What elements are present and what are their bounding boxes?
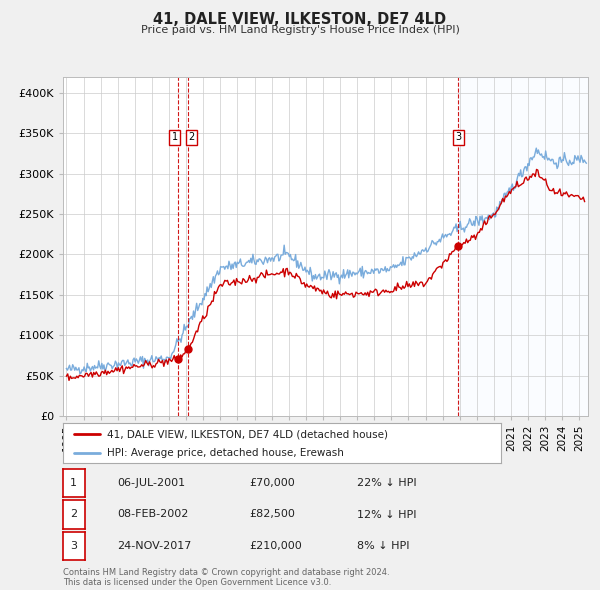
Text: 12% ↓ HPI: 12% ↓ HPI — [357, 510, 416, 519]
Text: 24-NOV-2017: 24-NOV-2017 — [117, 541, 191, 550]
Text: 1: 1 — [172, 132, 178, 142]
Text: £70,000: £70,000 — [249, 478, 295, 488]
Text: 1: 1 — [70, 478, 77, 488]
Text: 41, DALE VIEW, ILKESTON, DE7 4LD: 41, DALE VIEW, ILKESTON, DE7 4LD — [154, 12, 446, 27]
Text: 41, DALE VIEW, ILKESTON, DE7 4LD (detached house): 41, DALE VIEW, ILKESTON, DE7 4LD (detach… — [107, 430, 388, 440]
Text: 3: 3 — [455, 132, 461, 142]
Text: £210,000: £210,000 — [249, 541, 302, 550]
Text: 06-JUL-2001: 06-JUL-2001 — [117, 478, 185, 488]
Text: HPI: Average price, detached house, Erewash: HPI: Average price, detached house, Erew… — [107, 448, 344, 458]
Text: 22% ↓ HPI: 22% ↓ HPI — [357, 478, 416, 488]
Text: 2: 2 — [70, 510, 77, 519]
Text: 8% ↓ HPI: 8% ↓ HPI — [357, 541, 409, 550]
Text: 2: 2 — [188, 132, 195, 142]
Text: 3: 3 — [70, 541, 77, 550]
Bar — [458, 77, 588, 416]
Text: Price paid vs. HM Land Registry's House Price Index (HPI): Price paid vs. HM Land Registry's House … — [140, 25, 460, 35]
Text: £82,500: £82,500 — [249, 510, 295, 519]
Text: 08-FEB-2002: 08-FEB-2002 — [117, 510, 188, 519]
Text: Contains HM Land Registry data © Crown copyright and database right 2024.
This d: Contains HM Land Registry data © Crown c… — [63, 568, 389, 587]
